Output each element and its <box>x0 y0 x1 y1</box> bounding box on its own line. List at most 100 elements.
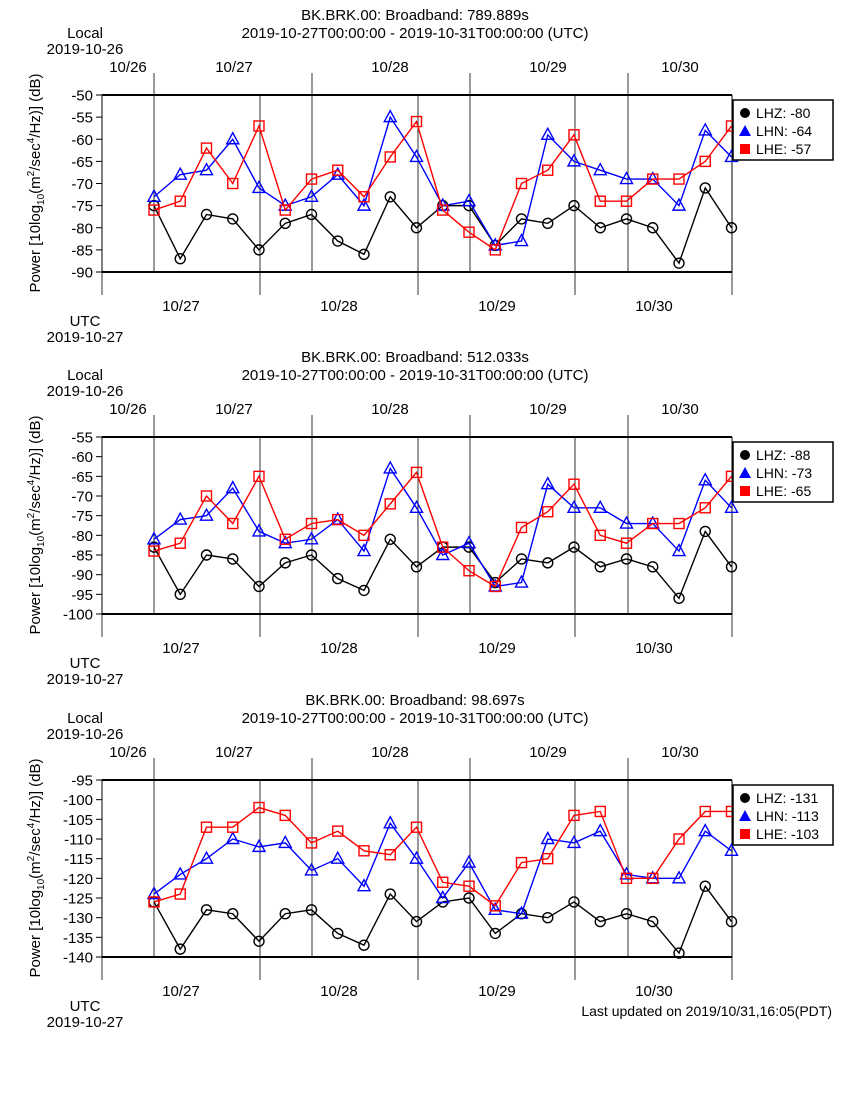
marker-LHZ <box>200 904 213 916</box>
y-axis-title-part: /Hz)] (dB) <box>27 758 44 822</box>
local-tick-label: 10/27 <box>215 401 253 418</box>
marker-LHZ <box>332 235 344 247</box>
marker-LHE <box>699 805 711 818</box>
y-tick-label: -55 <box>71 430 93 447</box>
marker-LHN <box>409 499 424 513</box>
y-axis-title-part: 10 <box>36 878 47 890</box>
marker-LHZ <box>594 222 606 234</box>
utc-label: UTC <box>70 313 101 330</box>
marker-LHE <box>227 517 239 530</box>
marker-LHE <box>673 833 685 845</box>
utc-date: 2019-10-27 <box>47 1014 124 1031</box>
marker-LHE <box>620 872 633 885</box>
local-tick-label: 10/28 <box>371 59 409 76</box>
y-tick-label: -115 <box>64 851 93 868</box>
y-axis-title-part: 4 <box>26 822 37 828</box>
y-tick-label: -130 <box>63 910 93 927</box>
series-line-LHE <box>153 471 733 588</box>
legend-box <box>732 784 834 846</box>
marker-LHN <box>435 547 450 561</box>
marker-LHN <box>173 866 188 880</box>
marker-LHZ <box>620 908 633 920</box>
marker-LHZ <box>332 572 344 585</box>
marker-LHE <box>384 849 396 861</box>
marker-LHZ <box>673 257 685 269</box>
utc-tick-label: 10/28 <box>320 983 358 1000</box>
y-axis-title-part: 2 <box>26 855 37 861</box>
marker-LHZ <box>384 533 396 545</box>
marker-LHN <box>173 511 188 525</box>
utc-tick-label: 10/29 <box>478 983 516 1000</box>
y-tick-label: -95 <box>71 773 93 790</box>
marker-LHE <box>437 204 449 216</box>
marker-LHN <box>514 905 529 919</box>
marker-LHN <box>619 171 634 185</box>
legend-marker-LHZ <box>740 793 750 803</box>
legend-entry-LHN: LHN: -73 <box>756 465 812 481</box>
y-axis-title-part: (m <box>27 176 44 194</box>
chart-title: BK.BRK.00: Broadband: 512.033s <box>301 349 529 366</box>
series-line-LHZ <box>153 884 733 955</box>
y-axis-title-part: /Hz)] (dB) <box>27 73 44 137</box>
y-axis-title-part: 4 <box>26 137 37 143</box>
marker-LHE <box>148 896 160 908</box>
marker-LHN <box>514 574 529 588</box>
marker-LHN <box>671 543 687 557</box>
marker-LHN <box>383 109 398 123</box>
marker-LHN <box>304 862 319 876</box>
utc-tick-label: 10/30 <box>635 298 673 315</box>
y-axis-title-part: /sec <box>27 143 44 171</box>
y-tick-label: -110 <box>64 832 93 849</box>
y-tick-label: -55 <box>71 110 93 127</box>
marker-LHZ <box>647 915 659 928</box>
marker-LHN <box>304 531 319 545</box>
marker-LHZ <box>568 199 580 212</box>
marker-LHZ <box>410 915 423 928</box>
marker-LHN <box>566 153 582 167</box>
panel-1: BK.BRK.00: Broadband: 789.889s2019-10-27… <box>26 7 834 346</box>
local-label: Local <box>67 25 103 42</box>
marker-LHZ <box>725 561 738 573</box>
marker-LHN <box>698 122 713 136</box>
marker-LHE <box>568 478 580 490</box>
marker-LHN <box>724 842 739 856</box>
y-axis-title-part: /sec <box>27 485 44 513</box>
utc-tick-label: 10/28 <box>320 298 358 315</box>
y-tick-label: -50 <box>71 88 93 105</box>
legend-marker-LHE <box>740 144 750 154</box>
utc-date: 2019-10-27 <box>47 671 124 688</box>
y-tick-label: -100 <box>63 792 93 809</box>
y-tick-label: -65 <box>71 154 93 171</box>
marker-LHE <box>332 825 344 837</box>
marker-LHE <box>463 226 475 238</box>
marker-LHE <box>279 204 291 216</box>
marker-LHN <box>409 850 424 864</box>
marker-LHZ <box>227 553 239 565</box>
utc-tick-label: 10/27 <box>162 983 200 1000</box>
marker-LHZ <box>253 580 265 593</box>
marker-LHZ <box>620 213 633 225</box>
marker-LHE <box>410 466 423 479</box>
marker-LHE <box>279 809 291 822</box>
utc-tick-label: 10/30 <box>635 640 673 657</box>
marker-LHE <box>305 173 318 185</box>
marker-LHZ <box>568 896 580 908</box>
legend-marker-LHZ <box>740 450 750 460</box>
y-axis-title-part: 10 <box>36 193 47 205</box>
y-tick-label: -90 <box>71 265 93 282</box>
marker-LHZ <box>358 584 370 597</box>
marker-LHZ <box>410 561 423 573</box>
marker-LHN <box>173 166 188 180</box>
local-date: 2019-10-26 <box>47 41 124 58</box>
marker-LHZ <box>542 557 554 569</box>
marker-LHE <box>515 856 528 869</box>
marker-LHE <box>148 545 160 557</box>
y-tick-label: -120 <box>63 871 93 888</box>
marker-LHN <box>146 188 162 202</box>
marker-LHE <box>568 129 580 141</box>
series-line-LHN <box>153 466 733 588</box>
marker-LHN <box>383 815 398 829</box>
marker-LHE <box>489 244 501 256</box>
legend-marker-LHN <box>739 125 751 136</box>
